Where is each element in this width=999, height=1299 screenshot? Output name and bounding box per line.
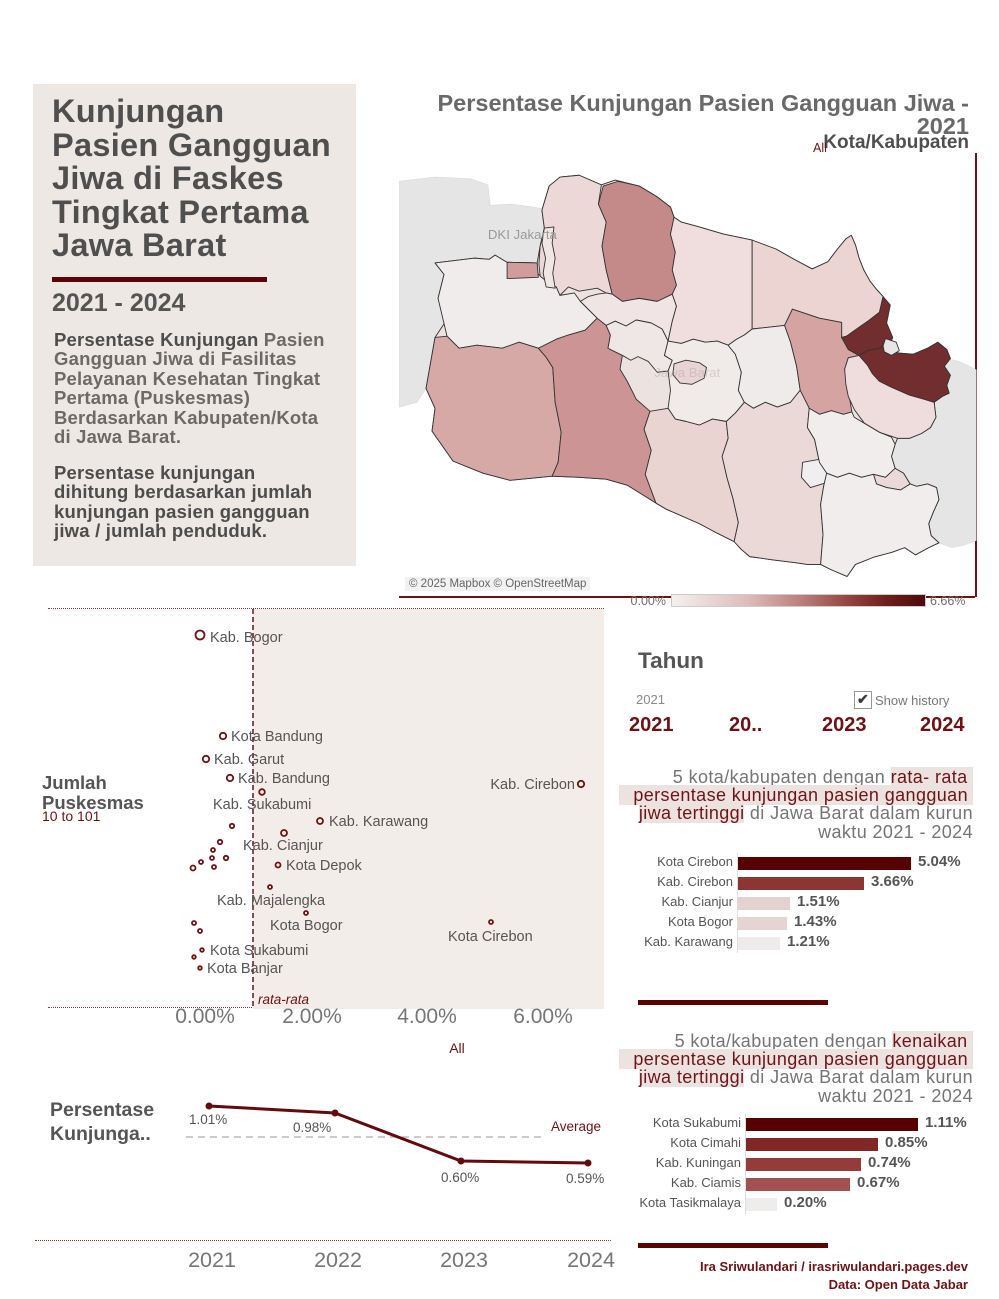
svg-text:DKI Jakarta: DKI Jakarta	[488, 227, 558, 242]
svg-text:Jawa Barat: Jawa Barat	[654, 365, 720, 380]
